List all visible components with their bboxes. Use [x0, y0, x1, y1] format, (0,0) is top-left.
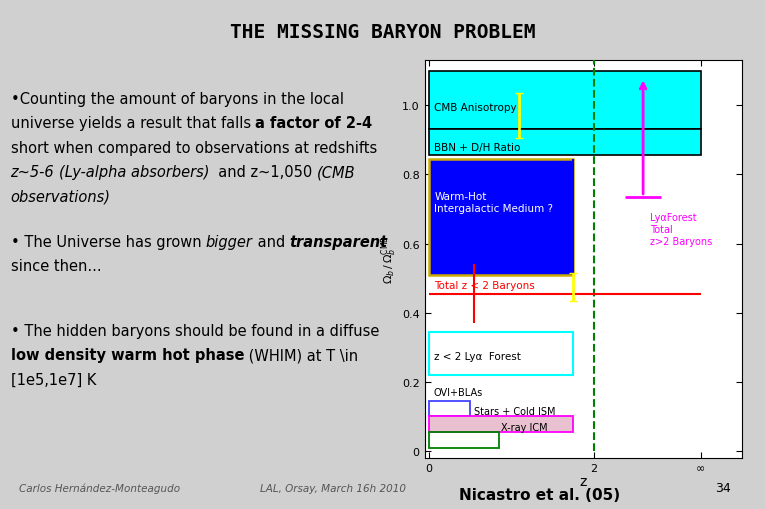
Text: 34: 34 [715, 481, 731, 494]
Text: Nicastro et al. (05): Nicastro et al. (05) [459, 487, 620, 502]
Text: (CMB: (CMB [317, 165, 356, 180]
Text: and: and [252, 234, 289, 249]
Text: universe yields a result that falls: universe yields a result that falls [11, 116, 256, 131]
Bar [428, 432, 499, 448]
Text: bigger: bigger [206, 234, 252, 249]
Text: Stars + Cold ISM: Stars + Cold ISM [474, 407, 555, 417]
X-axis label: z: z [580, 474, 587, 488]
Text: Carlos Hernández-Monteagudo: Carlos Hernández-Monteagudo [19, 483, 181, 493]
Text: short when compared to observations at redshifts: short when compared to observations at r… [11, 140, 377, 155]
Bar [428, 332, 573, 375]
Text: CMB Anisotropy: CMB Anisotropy [435, 103, 517, 112]
Text: (Ly-alpha absorbers): (Ly-alpha absorbers) [59, 165, 210, 180]
Text: [1e5,1e7] K: [1e5,1e7] K [11, 372, 96, 387]
Bar [428, 417, 573, 432]
Text: observations): observations) [11, 189, 110, 204]
Text: a factor of 2-4: a factor of 2-4 [256, 116, 373, 131]
Bar [428, 130, 701, 156]
Y-axis label: $\Omega_b\,/\,\Omega_b^{\rm CMB}$: $\Omega_b\,/\,\Omega_b^{\rm CMB}$ [379, 235, 399, 284]
Text: z < 2 Lyα  Forest: z < 2 Lyα Forest [435, 351, 521, 361]
Text: since then...: since then... [11, 259, 101, 273]
Text: LyαForest
Total
z>2 Baryons: LyαForest Total z>2 Baryons [649, 213, 712, 246]
Text: and z~1,050: and z~1,050 [210, 165, 317, 180]
Text: (WHIM) at T \in: (WHIM) at T \in [244, 348, 358, 362]
Text: OVI+BLAs: OVI+BLAs [434, 388, 483, 398]
Text: THE MISSING BARYON PROBLEM: THE MISSING BARYON PROBLEM [230, 23, 536, 42]
Text: • The Universe has grown: • The Universe has grown [11, 234, 206, 249]
Bar [428, 401, 470, 417]
Text: BBN + D/H Ratio: BBN + D/H Ratio [435, 143, 521, 153]
Bar [428, 159, 573, 275]
Text: • The hidden baryons should be found in a diffuse: • The hidden baryons should be found in … [11, 323, 379, 338]
Text: LAL, Orsay, March 16h 2010: LAL, Orsay, March 16h 2010 [260, 483, 406, 493]
Text: •Counting the amount of baryons in the local: •Counting the amount of baryons in the l… [11, 92, 343, 106]
Text: transparent: transparent [289, 234, 388, 249]
Bar [428, 71, 701, 130]
Text: low density warm hot phase: low density warm hot phase [11, 348, 244, 362]
Text: z~5-6: z~5-6 [11, 165, 59, 180]
Text: Warm-Hot
Intergalactic Medium ?: Warm-Hot Intergalactic Medium ? [435, 192, 553, 213]
Text: X-ray ICM: X-ray ICM [501, 422, 548, 432]
Text: Total z < 2 Baryons: Total z < 2 Baryons [435, 280, 536, 291]
